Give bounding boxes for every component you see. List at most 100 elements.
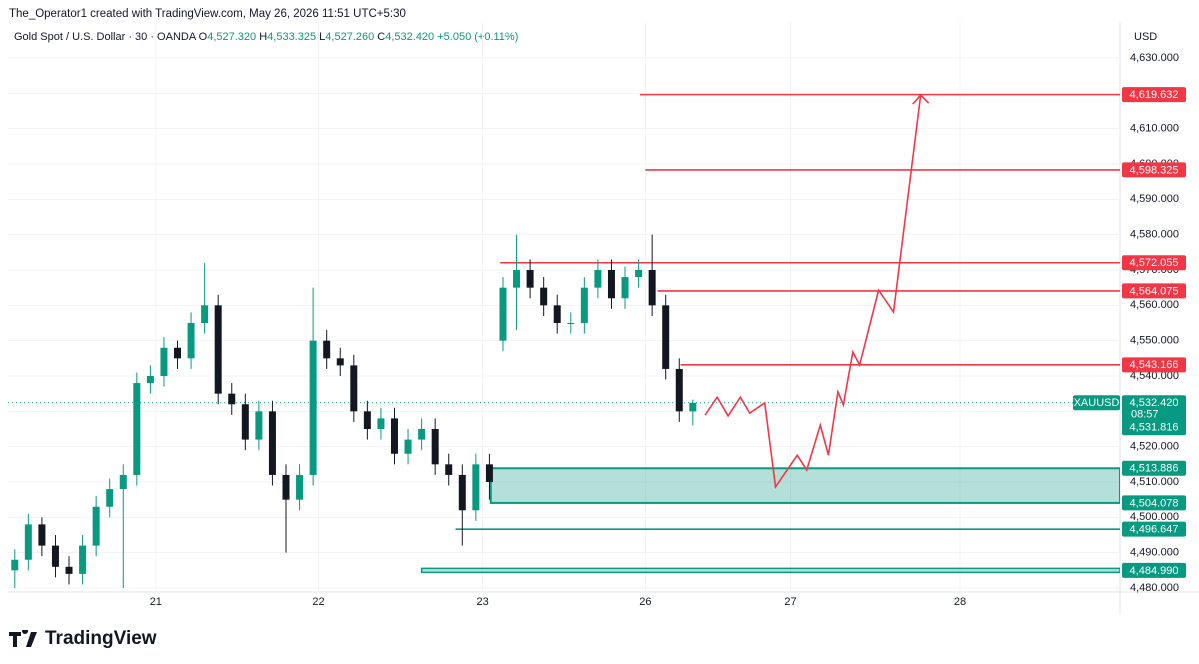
ohlc-value: 4,533.325 [267,31,317,43]
ohlc-key: L [319,31,326,43]
y-tick-label: 4,560.000 [1130,299,1179,311]
candle-body [38,524,46,546]
candle-body [282,474,290,500]
bid-label: 4,531.816 [1130,422,1179,434]
candle-body [214,305,222,394]
candle-body [363,411,371,429]
axes: 4,480.000 4,490.000 4,500.000 4,510.000 4,52… [150,52,1186,608]
price-tag-label: 4,619.632 [1130,89,1179,101]
ohlc-key: C [377,31,386,43]
candle-body [24,524,32,560]
y-tick-label: 4,550.000 [1130,335,1179,347]
candle-body [146,376,154,384]
currency: USD [1134,31,1158,43]
symbol-tag [1073,395,1120,411]
level-box [420,567,1120,574]
candle-body [621,277,629,299]
candle-body [268,411,276,475]
candle-body [187,323,195,359]
price-tag [1122,283,1186,299]
candle-body [241,404,249,440]
candle-body [689,402,697,412]
candle-body [323,340,331,359]
candle-body [92,506,100,546]
candle-body [309,340,317,475]
candle-body [513,270,521,288]
y-tick-label: 4,480.000 [1130,582,1179,594]
price-tag-label: 4,598.325 [1130,164,1179,176]
price-tag-label: 4,564.075 [1130,285,1179,297]
candle-body [526,270,534,288]
ohlc-value: 4,527.260 [325,31,375,43]
candle-body [390,418,398,454]
logo-icon [9,630,37,647]
candle-body [580,287,588,323]
projection-path [704,95,922,490]
y-tick-label: 4,610.000 [1130,123,1179,135]
price-tag-label: 4,572.055 [1130,257,1179,269]
price-tag-label: 4,496.647 [1130,524,1179,536]
countdown: 08:57 [1131,409,1159,421]
y-tick-label: 4,510.000 [1130,476,1179,488]
logo-text: TradingView [45,628,157,649]
candle-body [472,464,480,511]
candle-body [458,474,466,511]
candle-body [499,287,507,341]
candle-body [51,545,59,567]
plot [8,22,1120,592]
y-tick-label: 4,520.000 [1130,441,1179,453]
candle-body [350,365,358,412]
ohlc-key: H [259,31,268,43]
price-tag [1122,255,1186,271]
candle-body [607,270,615,299]
candle-body [648,270,656,306]
x-tick-label: 28 [954,596,966,608]
x-tick-label: 21 [150,596,162,608]
candle-body [635,270,643,278]
candle-body [485,464,493,482]
candle-body [567,323,575,324]
price-tag [1122,162,1186,178]
candle-body [445,464,453,475]
symbol-tag-label: XAUUSD [1074,397,1120,409]
price-tag [1122,521,1186,537]
candle-body [201,305,209,323]
candle-body [106,489,114,507]
last-price-label: 4,532.420 [1130,397,1179,409]
price-tag [1122,562,1186,578]
price-tag-label: 4,504.078 [1130,497,1179,509]
zone [489,467,1120,504]
candle-body [65,566,73,574]
ohlc-value: 4,532.420 [385,31,435,43]
symbol: Gold Spot / U.S. Dollar · 30 · OANDA [14,31,196,43]
candle-body [119,474,127,490]
change: +5.050 (+0.11%) [437,31,519,43]
y-tick-label: 4,540.000 [1130,370,1179,382]
candle-body [160,347,168,376]
last-price-tag [1122,395,1186,436]
price-tag [1122,357,1186,373]
y-tick-label: 4,490.000 [1130,547,1179,559]
candle-body [431,429,439,465]
candle-body [255,411,263,440]
ohlc-value: 4,527.320 [207,31,257,43]
y-tick-label: 4,630.000 [1130,52,1179,64]
candle-body [553,305,561,323]
candle-body [11,559,19,571]
symbol-legend: Gold Spot / U.S. Dollar · 30 · OANDA O4,… [14,31,518,43]
x-tick-label: 27 [784,596,796,608]
candle-body [675,368,683,412]
price-tag-label: 4,513.886 [1130,463,1179,475]
x-tick-label: 22 [312,596,324,608]
price-tag [1122,87,1186,103]
candle-body [594,270,602,288]
x-tick-label: 26 [639,596,651,608]
price-tag [1122,495,1186,511]
price-tag-label: 4,543.166 [1130,359,1179,371]
candle-body [228,393,236,405]
ohlc-key: O [198,31,208,43]
credit: The_Operator1 created with TradingView.c… [9,8,406,20]
y-tick-label: 4,580.000 [1130,229,1179,241]
